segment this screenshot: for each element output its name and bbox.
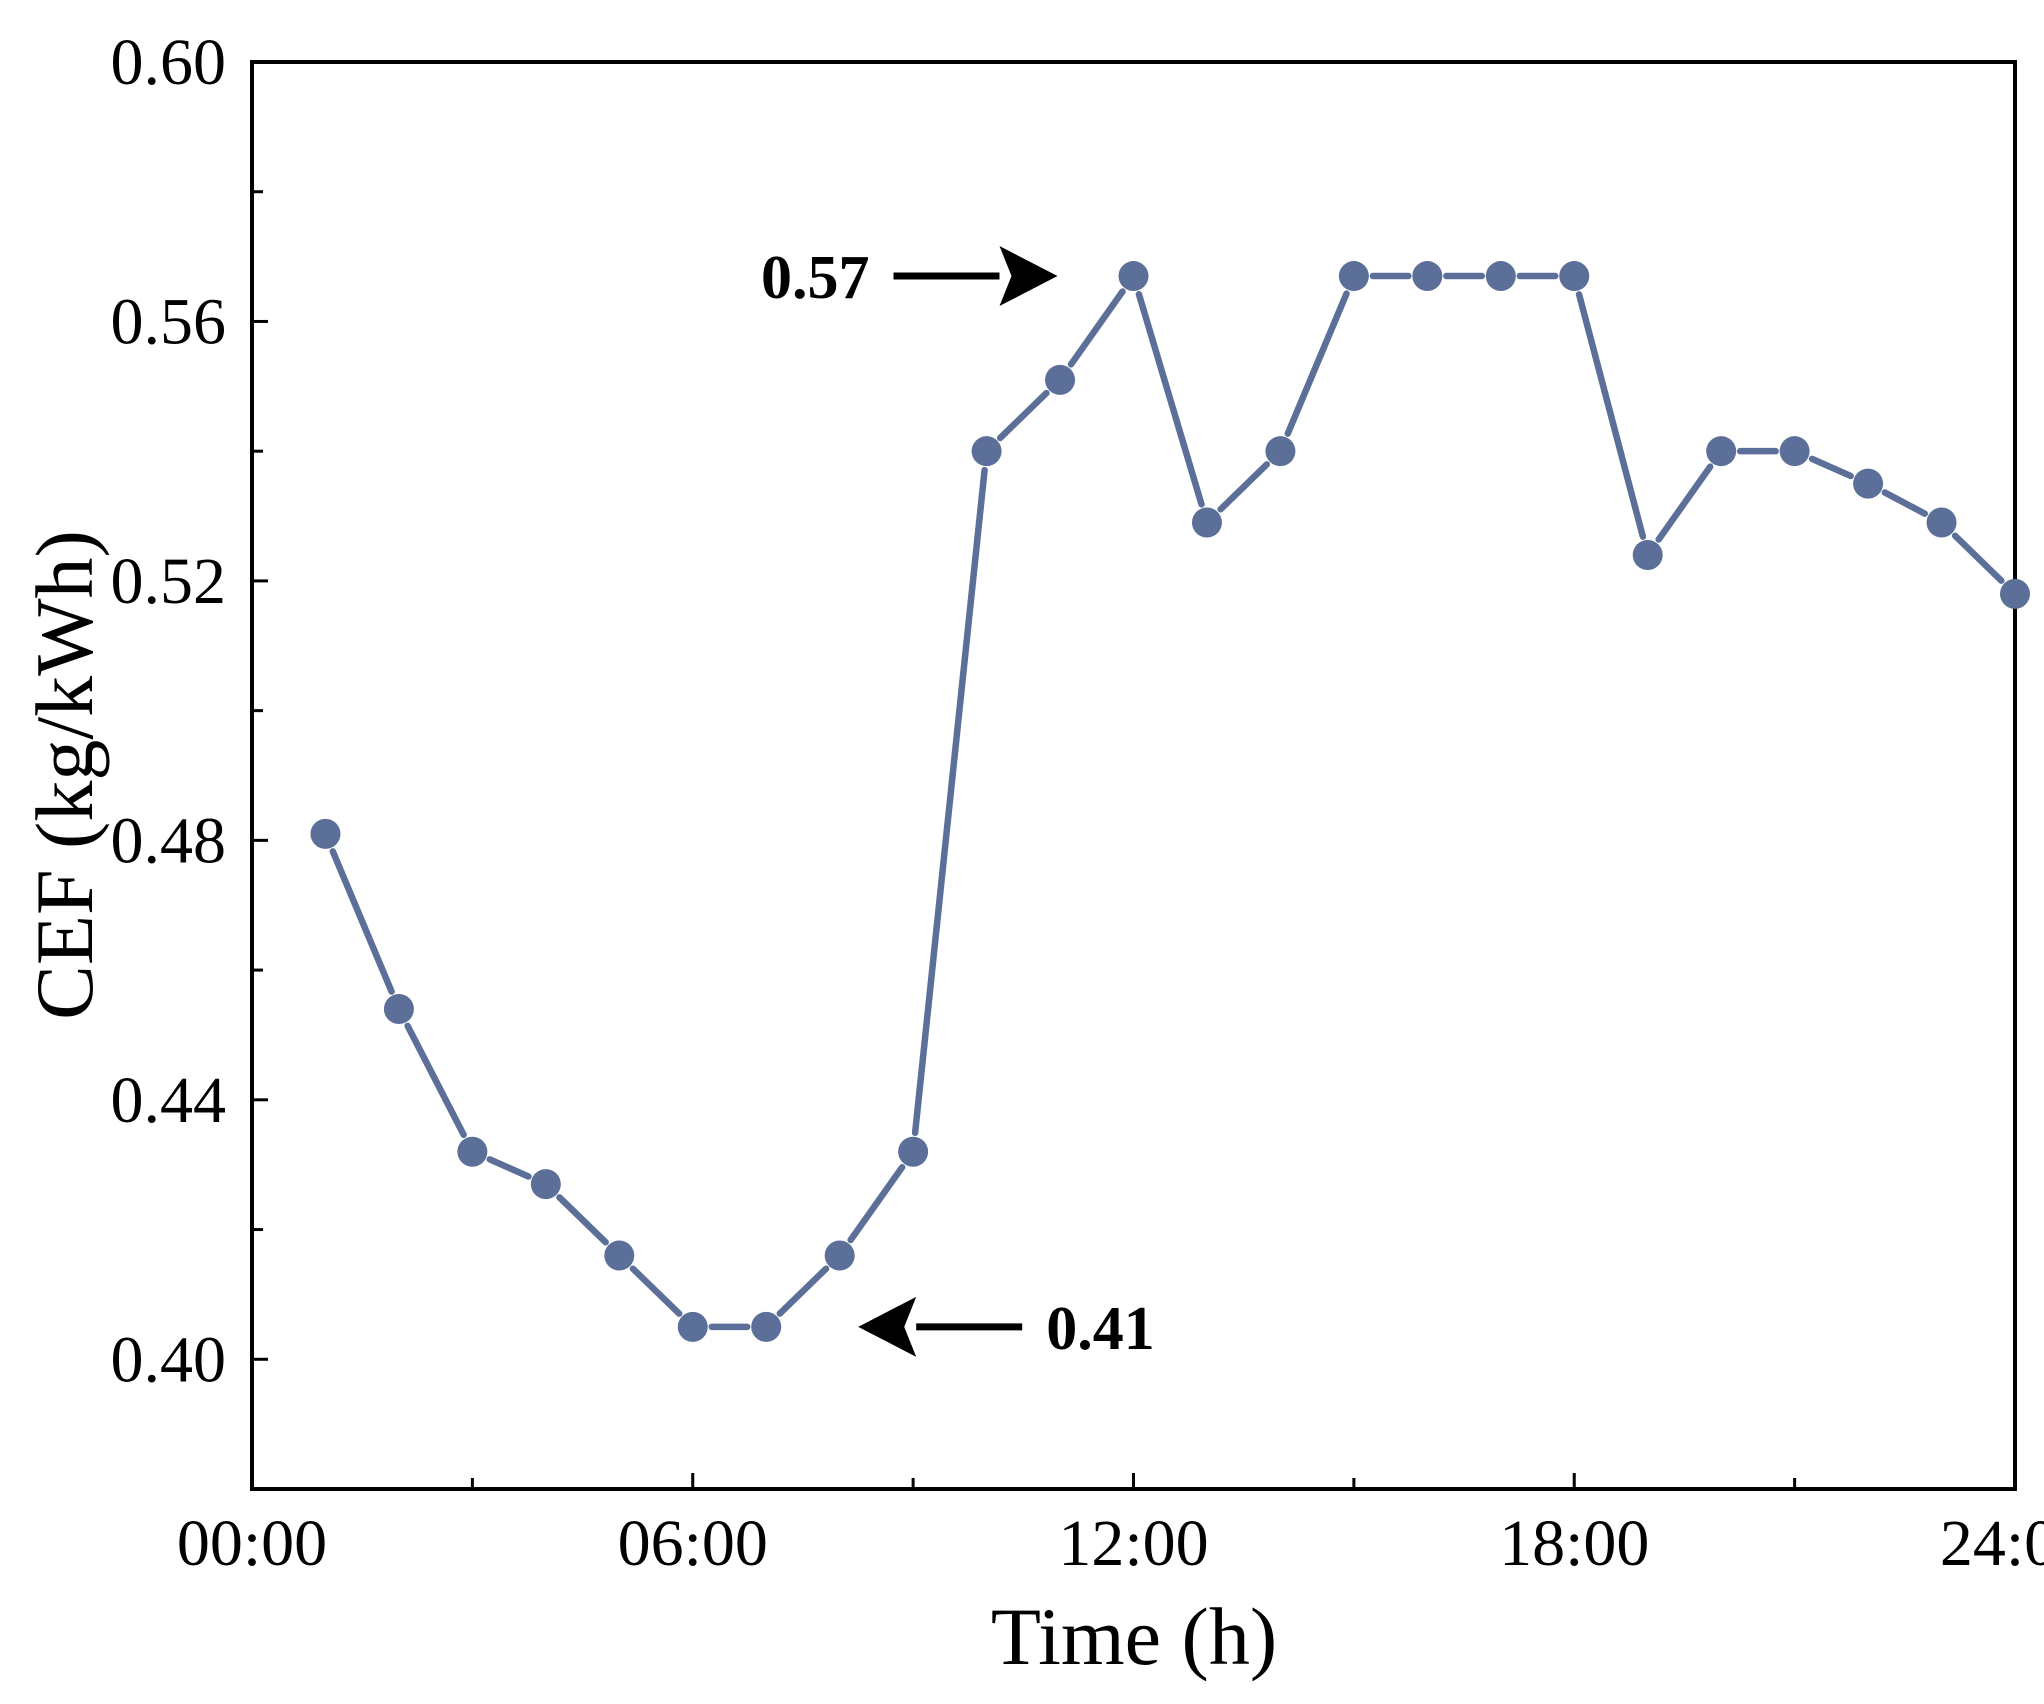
data-point xyxy=(457,1137,487,1167)
data-point xyxy=(1559,261,1589,291)
data-point xyxy=(1780,436,1810,466)
x-tick-label: 06:00 xyxy=(618,1507,768,1580)
series-line-segment xyxy=(1885,493,1925,514)
series-line-segment xyxy=(915,470,984,1133)
y-tick-label: 0.60 xyxy=(111,26,227,99)
data-point xyxy=(1633,540,1663,570)
data-point xyxy=(1706,436,1736,466)
data-point xyxy=(1412,261,1442,291)
data-point xyxy=(1265,436,1295,466)
annotation-arrow-head xyxy=(858,1297,916,1357)
data-point xyxy=(604,1240,634,1270)
data-point xyxy=(1119,261,1149,291)
annotation-label: 0.41 xyxy=(1046,1295,1155,1363)
data-point xyxy=(825,1240,855,1270)
series-layer xyxy=(310,261,2030,1342)
x-tick-label: 12:00 xyxy=(1058,1507,1208,1580)
series-line-segment xyxy=(1812,459,1851,476)
y-tick-label: 0.44 xyxy=(111,1064,227,1137)
annotation-label: 0.57 xyxy=(761,244,870,312)
series-line-segment xyxy=(851,1167,903,1240)
data-point xyxy=(972,436,1002,466)
data-point xyxy=(1927,508,1957,538)
series-line-segment xyxy=(490,1159,529,1176)
data-point xyxy=(1045,365,1075,395)
series-line-segment xyxy=(559,1197,605,1242)
series-line-segment xyxy=(1659,467,1711,540)
y-tick-label: 0.52 xyxy=(111,545,227,618)
data-point xyxy=(1486,261,1516,291)
series-line-segment xyxy=(1579,294,1643,536)
x-tick-label: 18:00 xyxy=(1499,1507,1649,1580)
x-tick-label: 24:00 xyxy=(1940,1507,2044,1580)
series-line-segment xyxy=(780,1269,826,1314)
y-tick-label: 0.48 xyxy=(111,804,227,877)
data-point xyxy=(310,819,340,849)
series-line-segment xyxy=(1955,536,2001,581)
series-line-segment xyxy=(1139,294,1202,504)
data-point xyxy=(678,1312,708,1342)
annotation-layer: 0.57 0.41 xyxy=(761,244,1155,1363)
y-axis-title: CEF (kg/kWh) xyxy=(19,530,110,1020)
data-point xyxy=(751,1312,781,1342)
series-line-segment xyxy=(1221,464,1267,509)
series-line-segment xyxy=(408,1026,464,1135)
data-point xyxy=(1192,508,1222,538)
data-point xyxy=(531,1169,561,1199)
y-tick-label: 0.56 xyxy=(111,285,227,358)
data-point xyxy=(1853,469,1883,499)
x-axis-title: Time (h) xyxy=(991,1591,1277,1682)
y-tick-label: 0.40 xyxy=(111,1323,227,1396)
series-line-segment xyxy=(1288,294,1347,434)
series-line-segment xyxy=(633,1269,679,1314)
data-point xyxy=(2000,579,2030,609)
data-point xyxy=(384,994,414,1024)
data-point xyxy=(1339,261,1369,291)
series-line-segment xyxy=(333,851,392,991)
data-point xyxy=(898,1137,928,1167)
series-line-segment xyxy=(1071,292,1123,365)
annotation-arrow-head xyxy=(1000,246,1058,306)
x-tick-label: 00:00 xyxy=(177,1507,327,1580)
series-line-segment xyxy=(1000,393,1046,438)
